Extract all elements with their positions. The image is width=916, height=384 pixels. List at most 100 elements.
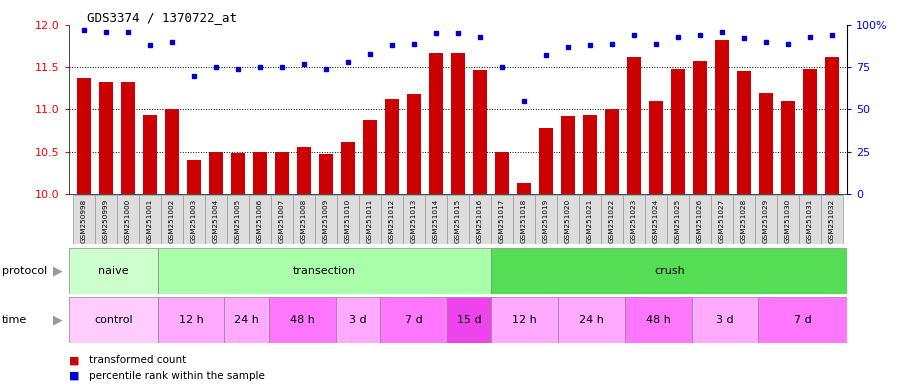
Text: GSM251016: GSM251016 bbox=[477, 199, 483, 243]
Bar bbox=[733, 195, 755, 244]
Bar bbox=[165, 109, 180, 194]
Text: GSM251000: GSM251000 bbox=[125, 199, 131, 243]
Bar bbox=[473, 70, 487, 194]
Bar bbox=[558, 297, 625, 343]
Text: ■: ■ bbox=[69, 355, 79, 365]
Bar bbox=[73, 195, 95, 244]
Bar bbox=[780, 101, 795, 194]
Text: GSM251011: GSM251011 bbox=[367, 199, 373, 243]
Text: 48 h: 48 h bbox=[289, 315, 315, 325]
Bar bbox=[315, 195, 337, 244]
Bar bbox=[824, 57, 839, 194]
Bar bbox=[755, 195, 777, 244]
Bar bbox=[714, 40, 729, 194]
Bar bbox=[319, 154, 333, 194]
Bar bbox=[627, 57, 641, 194]
Text: GSM251021: GSM251021 bbox=[587, 199, 593, 243]
Text: GSM251014: GSM251014 bbox=[433, 199, 439, 243]
Text: transection: transection bbox=[293, 266, 356, 276]
Text: GSM251020: GSM251020 bbox=[565, 199, 571, 243]
Bar bbox=[539, 128, 553, 194]
Text: 48 h: 48 h bbox=[646, 315, 671, 325]
Text: GSM251026: GSM251026 bbox=[697, 199, 703, 243]
Bar bbox=[821, 195, 843, 244]
Bar bbox=[269, 297, 335, 343]
Bar bbox=[183, 195, 205, 244]
Text: 3 d: 3 d bbox=[349, 315, 366, 325]
Bar bbox=[209, 152, 224, 194]
Bar bbox=[692, 297, 758, 343]
Bar bbox=[187, 160, 202, 194]
Bar bbox=[407, 94, 421, 194]
Text: 7 d: 7 d bbox=[794, 315, 812, 325]
Bar bbox=[121, 81, 136, 194]
Text: GSM251028: GSM251028 bbox=[741, 199, 747, 243]
Bar bbox=[139, 195, 161, 244]
Text: GSM251013: GSM251013 bbox=[411, 199, 417, 243]
Text: percentile rank within the sample: percentile rank within the sample bbox=[89, 371, 265, 381]
Text: 15 d: 15 d bbox=[457, 315, 482, 325]
Text: ▶: ▶ bbox=[53, 313, 62, 326]
Text: GSM251018: GSM251018 bbox=[521, 199, 527, 243]
Bar bbox=[403, 195, 425, 244]
Text: transformed count: transformed count bbox=[89, 355, 186, 365]
Bar bbox=[561, 116, 575, 194]
Text: GSM251022: GSM251022 bbox=[609, 199, 615, 243]
Bar bbox=[649, 101, 663, 194]
Text: 7 d: 7 d bbox=[405, 315, 422, 325]
Bar bbox=[535, 195, 557, 244]
Text: GSM251001: GSM251001 bbox=[147, 199, 153, 243]
Bar bbox=[447, 195, 469, 244]
Bar bbox=[777, 195, 799, 244]
Bar bbox=[758, 93, 773, 194]
Bar bbox=[297, 147, 311, 194]
Text: 24 h: 24 h bbox=[234, 315, 259, 325]
Text: GDS3374 / 1370722_at: GDS3374 / 1370722_at bbox=[87, 12, 237, 25]
Bar bbox=[275, 152, 289, 194]
Text: GSM251019: GSM251019 bbox=[543, 199, 549, 243]
Text: GSM251002: GSM251002 bbox=[169, 199, 175, 243]
Bar bbox=[69, 248, 158, 294]
Text: GSM251006: GSM251006 bbox=[257, 199, 263, 243]
Bar bbox=[451, 53, 465, 194]
Bar bbox=[447, 297, 491, 343]
Bar bbox=[249, 195, 271, 244]
Text: protocol: protocol bbox=[2, 266, 47, 276]
Bar bbox=[158, 297, 224, 343]
Bar bbox=[359, 195, 381, 244]
Text: GSM251015: GSM251015 bbox=[455, 199, 461, 243]
Text: GSM251017: GSM251017 bbox=[499, 199, 505, 243]
Text: GSM251025: GSM251025 bbox=[675, 199, 681, 243]
Text: GSM251032: GSM251032 bbox=[829, 199, 834, 243]
Text: GSM251005: GSM251005 bbox=[235, 199, 241, 243]
Bar bbox=[429, 53, 443, 194]
Bar bbox=[224, 297, 269, 343]
Text: ■: ■ bbox=[69, 371, 79, 381]
Bar bbox=[491, 195, 513, 244]
Bar bbox=[623, 195, 645, 244]
Bar bbox=[231, 153, 245, 194]
Bar bbox=[95, 195, 117, 244]
Bar bbox=[205, 195, 227, 244]
Text: GSM251031: GSM251031 bbox=[807, 199, 812, 243]
Bar bbox=[692, 61, 707, 194]
Text: GSM251030: GSM251030 bbox=[785, 199, 791, 243]
Text: crush: crush bbox=[654, 266, 684, 276]
Bar bbox=[557, 195, 579, 244]
Text: GSM251007: GSM251007 bbox=[279, 199, 285, 243]
Text: GSM250999: GSM250999 bbox=[104, 199, 109, 243]
Bar bbox=[579, 195, 601, 244]
Text: GSM251008: GSM251008 bbox=[301, 199, 307, 243]
Bar bbox=[625, 297, 692, 343]
Text: GSM251010: GSM251010 bbox=[345, 199, 351, 243]
Bar bbox=[143, 115, 158, 194]
Bar bbox=[711, 195, 733, 244]
Bar bbox=[645, 195, 667, 244]
Bar bbox=[341, 142, 355, 194]
Bar bbox=[381, 195, 403, 244]
Bar bbox=[425, 195, 447, 244]
Bar bbox=[689, 195, 711, 244]
Text: GSM250998: GSM250998 bbox=[82, 199, 87, 243]
Text: 24 h: 24 h bbox=[579, 315, 604, 325]
Text: naive: naive bbox=[98, 266, 128, 276]
